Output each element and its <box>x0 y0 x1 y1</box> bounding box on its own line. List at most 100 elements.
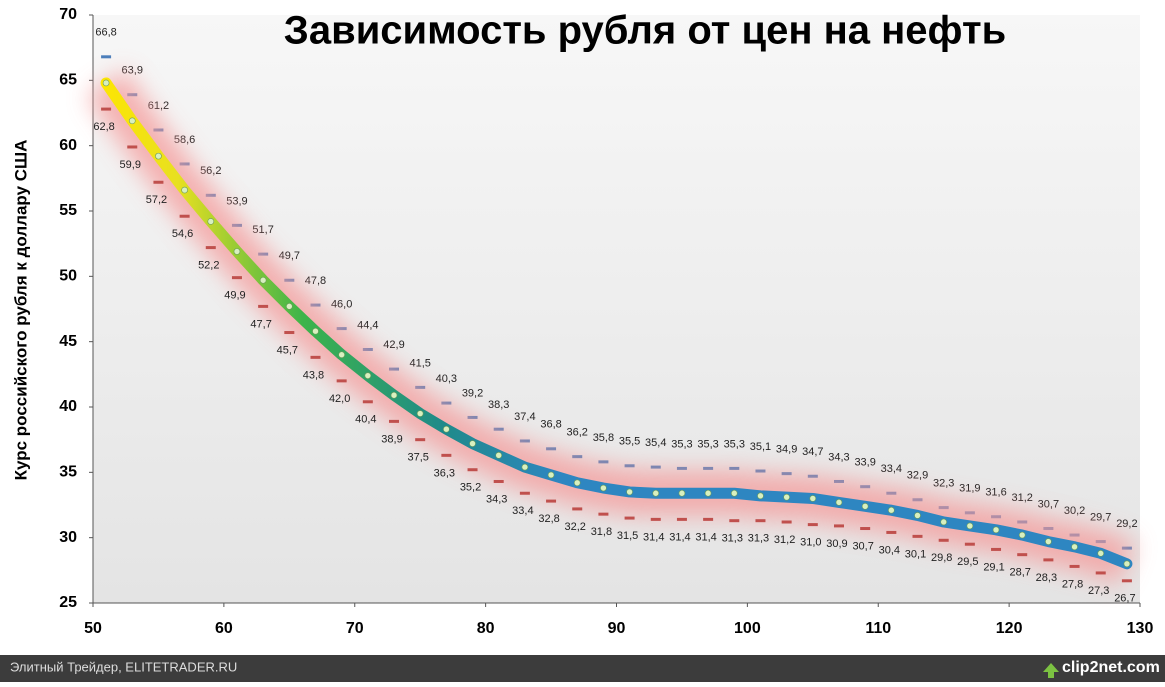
upper-label: 49,7 <box>279 250 300 262</box>
footer-logo <box>1043 663 1059 678</box>
lower-label: 31,4 <box>643 531 664 543</box>
upper-label: 39,2 <box>462 387 483 399</box>
upper-label: 36,8 <box>540 419 561 431</box>
x-tick-label: 60 <box>215 620 233 637</box>
footer-right[interactable]: clip2net.com <box>1062 659 1160 676</box>
center-point <box>1097 550 1105 557</box>
upper-label: 31,6 <box>985 487 1006 499</box>
center-point <box>966 522 974 530</box>
lower-label: 30,1 <box>905 548 926 560</box>
x-tick-label: 120 <box>996 620 1023 637</box>
lower-label: 31,4 <box>669 531 690 543</box>
center-point <box>835 499 843 506</box>
lower-label: 40,4 <box>355 414 376 426</box>
x-tick-label: 100 <box>734 620 761 637</box>
center-point <box>600 484 607 492</box>
center-point <box>155 152 162 160</box>
upper-label: 30,2 <box>1064 505 1085 517</box>
upper-label: 29,7 <box>1090 511 1111 523</box>
upper-label: 36,2 <box>567 427 588 439</box>
lower-label: 30,7 <box>852 540 873 552</box>
lower-label: 29,8 <box>931 552 952 564</box>
lower-label: 54,6 <box>172 228 193 240</box>
lower-label: 59,9 <box>120 159 141 171</box>
center-line <box>100 77 1133 570</box>
lower-label: 37,5 <box>407 452 428 464</box>
center-point <box>259 276 267 284</box>
lower-label: 28,3 <box>1036 572 1057 584</box>
center-point <box>652 489 660 497</box>
upper-label: 47,8 <box>305 275 326 287</box>
lower-label: 38,9 <box>381 433 402 445</box>
lower-label: 31,3 <box>722 533 743 545</box>
lower-label: 31,8 <box>591 526 612 538</box>
lower-label: 29,1 <box>983 561 1004 573</box>
center-point <box>888 506 895 514</box>
y-tick-label: 70 <box>59 6 77 23</box>
center-point <box>364 372 372 379</box>
center-point <box>312 327 319 335</box>
center-point <box>286 303 293 310</box>
center-point <box>992 526 1000 534</box>
upper-label: 35,5 <box>619 436 640 448</box>
center-point <box>443 425 450 433</box>
y-axis-label: Курс российского рубля к доллару США <box>11 140 30 481</box>
upper-label: 46,0 <box>331 299 352 311</box>
center-point <box>181 186 188 194</box>
lower-label: 31,5 <box>617 530 638 542</box>
x-tick-label: 110 <box>865 620 891 637</box>
footer-left: Элитный Трейдер, ELITETRADER.RU <box>10 659 237 674</box>
lower-label: 33,4 <box>512 505 533 517</box>
center-point <box>102 79 110 87</box>
lower-label: 35,2 <box>460 482 481 494</box>
upper-label: 35,1 <box>750 441 771 453</box>
y-tick-label: 35 <box>59 464 77 481</box>
upper-label: 34,3 <box>828 451 849 463</box>
upper-label: 40,3 <box>436 373 457 385</box>
center-point <box>809 495 817 502</box>
upper-label: 30,7 <box>1038 498 1059 510</box>
x-tick-label: 50 <box>84 620 102 637</box>
center-point <box>1123 560 1131 568</box>
center-point <box>547 471 555 479</box>
lower-label: 47,7 <box>250 318 271 330</box>
lower-label: 34,3 <box>486 493 507 505</box>
center-point <box>914 512 921 519</box>
center-point <box>390 391 398 399</box>
x-tick-label: 70 <box>346 620 364 637</box>
lower-label: 30,9 <box>826 538 847 550</box>
upper-label: 53,9 <box>226 195 247 207</box>
upper-label: 35,8 <box>593 432 614 444</box>
lower-label: 32,8 <box>538 513 559 525</box>
center-point <box>207 218 215 225</box>
lower-label: 30,4 <box>879 544 900 556</box>
lower-label: 31,0 <box>800 537 821 549</box>
center-point <box>469 440 476 447</box>
center-point <box>730 489 738 497</box>
upper-label: 35,3 <box>697 438 718 450</box>
y-tick-label: 50 <box>59 268 77 285</box>
x-tick-label: 130 <box>1127 620 1154 637</box>
center-point <box>128 117 136 125</box>
center-point <box>940 518 947 526</box>
center-point <box>1018 531 1026 539</box>
center-point <box>704 489 712 497</box>
footer-bar <box>0 655 1165 682</box>
upper-label: 31,9 <box>959 483 980 495</box>
upper-label: 41,5 <box>409 357 430 369</box>
center-point <box>521 463 529 471</box>
lower-label: 27,8 <box>1062 578 1083 590</box>
center-point <box>338 351 345 359</box>
lower-label: 32,2 <box>565 521 586 533</box>
upper-label: 61,2 <box>148 100 169 112</box>
y-tick-label: 25 <box>59 594 77 611</box>
lower-label: 57,2 <box>146 194 167 206</box>
center-point <box>1045 538 1052 545</box>
upper-label: 42,9 <box>383 339 404 351</box>
lower-label: 49,9 <box>224 290 245 302</box>
y-tick-label: 30 <box>59 529 77 546</box>
chart-title: Зависимость рубля от цен на нефть <box>284 9 1006 53</box>
y-tick-label: 55 <box>59 202 77 219</box>
upper-label: 44,4 <box>357 319 378 331</box>
center-point <box>757 492 764 500</box>
